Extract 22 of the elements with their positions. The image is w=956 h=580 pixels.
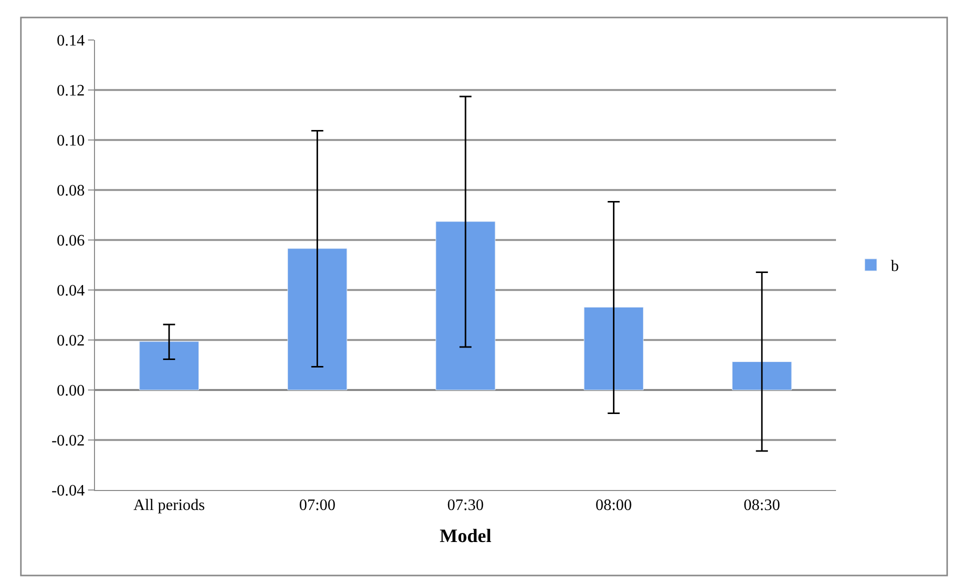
x-axis-title: Model — [440, 526, 492, 547]
bar — [139, 341, 199, 390]
y-tick-label: 0.06 — [56, 232, 85, 250]
y-tick-label: 0.12 — [56, 82, 85, 100]
x-tick-label: 07:30 — [447, 497, 484, 514]
x-tick-label: All periods — [133, 497, 205, 514]
y-tick-label: 0.02 — [56, 332, 85, 350]
y-tick-label: 0.10 — [56, 132, 85, 150]
y-tick-label: 0.00 — [56, 382, 85, 400]
y-tick-label: 0.04 — [56, 282, 85, 300]
bar — [287, 248, 348, 390]
y-tick-label: 0.08 — [56, 182, 85, 200]
y-tick-label: -0.02 — [51, 432, 85, 450]
x-tick-label: 07:00 — [299, 497, 336, 514]
y-tick-label: 0.14 — [56, 32, 85, 50]
x-tick-label: 08:30 — [744, 497, 780, 514]
bar — [436, 221, 496, 390]
legend-label: b — [890, 258, 899, 276]
bar — [732, 362, 792, 390]
bar — [584, 307, 644, 390]
x-tick-label: 08:00 — [595, 497, 632, 514]
y-tick-label: -0.04 — [51, 482, 85, 500]
